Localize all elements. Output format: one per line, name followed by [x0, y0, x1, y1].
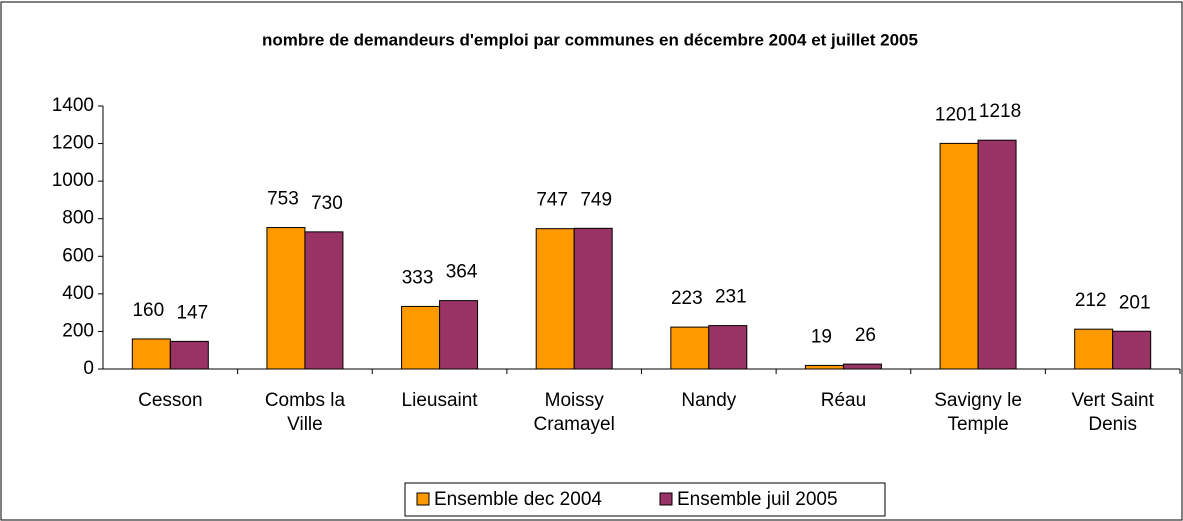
data-label: 26 — [855, 325, 876, 346]
y-tick-label: 400 — [62, 283, 94, 304]
y-tick-label: 800 — [62, 208, 94, 229]
bar — [401, 305, 441, 370]
x-tick-label: Vert Saint Denis — [1071, 390, 1154, 435]
data-label: 1218 — [979, 101, 1021, 122]
data-label: 160 — [132, 300, 164, 321]
legend-label: Ensemble dec 2004 — [434, 489, 602, 510]
data-label: 364 — [446, 262, 478, 283]
data-label: 223 — [671, 288, 703, 309]
data-label: 747 — [536, 190, 568, 211]
bar — [266, 227, 306, 370]
bar — [1074, 328, 1114, 370]
bar — [977, 139, 1017, 370]
x-tick-label: Moissy Cramayel — [533, 390, 615, 435]
bar — [304, 231, 344, 370]
data-label: 201 — [1119, 292, 1151, 313]
x-tick-label: Combs la Ville — [264, 390, 346, 435]
bar — [670, 326, 710, 370]
y-tick-label: 1200 — [52, 133, 94, 154]
x-tick-label: Nandy — [681, 390, 737, 411]
data-label: 753 — [267, 189, 299, 210]
bar — [439, 300, 479, 370]
bar — [535, 228, 575, 370]
y-tick-label: 0 — [83, 358, 94, 379]
data-label: 231 — [715, 287, 747, 308]
bar — [169, 340, 209, 370]
data-label: 147 — [176, 302, 208, 323]
x-tick-label: Cesson — [138, 390, 203, 411]
bar — [708, 325, 748, 370]
bar — [1112, 330, 1152, 370]
bar — [573, 227, 613, 370]
bar — [939, 142, 979, 370]
x-tick-label: Savigny le Temple — [934, 390, 1022, 435]
y-tick-label: 1000 — [52, 170, 94, 191]
y-tick-label: 1400 — [52, 95, 94, 116]
chart-title: nombre de demandeurs d'emploi par commun… — [262, 30, 918, 49]
bar — [131, 338, 171, 370]
legend-swatch — [659, 492, 673, 506]
x-tick-label: Réau — [820, 390, 867, 411]
y-tick-label: 600 — [62, 245, 94, 266]
data-label: 19 — [811, 326, 832, 347]
data-label: 212 — [1075, 290, 1107, 311]
legend-box — [404, 482, 886, 517]
legend-swatch — [416, 492, 430, 506]
data-label: 333 — [402, 267, 434, 288]
legend-label: Ensemble juil 2005 — [677, 489, 838, 510]
data-label: 1201 — [935, 104, 977, 125]
bar — [804, 364, 844, 370]
x-tick-label: Lieusaint — [401, 390, 478, 411]
data-label: 749 — [580, 189, 612, 210]
data-label: 730 — [311, 193, 343, 214]
y-tick-label: 200 — [62, 320, 94, 341]
bar — [842, 363, 882, 370]
